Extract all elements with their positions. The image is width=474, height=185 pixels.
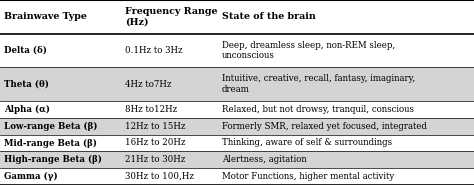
Text: 21Hz to 30Hz: 21Hz to 30Hz — [125, 155, 185, 164]
Bar — [0, 101, 474, 118]
Bar — [0, 151, 474, 168]
Text: Alertness, agitation: Alertness, agitation — [222, 155, 307, 164]
Text: Formerly SMR, relaxed yet focused, integrated: Formerly SMR, relaxed yet focused, integ… — [222, 122, 427, 131]
Bar — [0, 0, 474, 34]
Text: Brainwave Type: Brainwave Type — [4, 12, 87, 21]
Bar — [0, 168, 474, 185]
Text: 4Hz to7Hz: 4Hz to7Hz — [125, 80, 171, 89]
Text: Alpha (α): Alpha (α) — [4, 105, 50, 114]
Text: Gamma (γ): Gamma (γ) — [4, 172, 57, 181]
Text: Delta (δ): Delta (δ) — [4, 46, 47, 55]
Text: 0.1Hz to 3Hz: 0.1Hz to 3Hz — [125, 46, 182, 55]
Text: 30Hz to 100,Hz: 30Hz to 100,Hz — [125, 172, 194, 181]
Text: Mid-range Beta (β): Mid-range Beta (β) — [4, 138, 97, 147]
Text: Intuitive, creative, recall, fantasy, imaginary,
dream: Intuitive, creative, recall, fantasy, im… — [222, 74, 415, 94]
Text: High-range Beta (β): High-range Beta (β) — [4, 155, 102, 164]
Text: Deep, dreamless sleep, non-REM sleep,
unconscious: Deep, dreamless sleep, non-REM sleep, un… — [222, 41, 395, 60]
Bar — [0, 67, 474, 101]
Text: State of the brain: State of the brain — [222, 12, 316, 21]
Text: Low-range Beta (β): Low-range Beta (β) — [4, 122, 97, 131]
Text: 16Hz to 20Hz: 16Hz to 20Hz — [125, 138, 185, 147]
Text: 8Hz to12Hz: 8Hz to12Hz — [125, 105, 177, 114]
Bar — [0, 34, 474, 67]
Bar — [0, 134, 474, 151]
Text: Relaxed, but not drowsy, tranquil, conscious: Relaxed, but not drowsy, tranquil, consc… — [222, 105, 414, 114]
Bar — [0, 118, 474, 134]
Text: 12Hz to 15Hz: 12Hz to 15Hz — [125, 122, 185, 131]
Text: Thinking, aware of self & surroundings: Thinking, aware of self & surroundings — [222, 138, 392, 147]
Text: Theta (θ): Theta (θ) — [4, 80, 49, 89]
Text: Motor Functions, higher mental activity: Motor Functions, higher mental activity — [222, 172, 394, 181]
Text: Frequency Range
(Hz): Frequency Range (Hz) — [125, 7, 217, 26]
